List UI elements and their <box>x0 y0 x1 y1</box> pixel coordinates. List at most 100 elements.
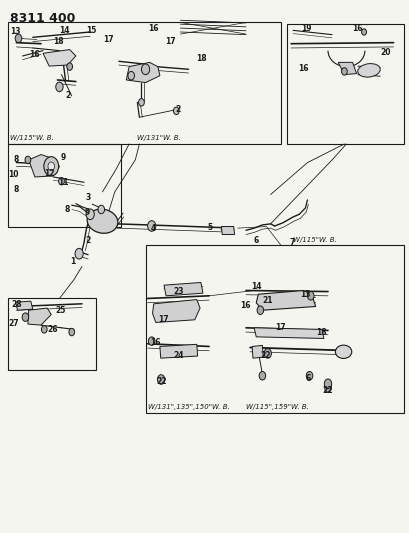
Text: W/115"W. B.: W/115"W. B. <box>292 237 336 243</box>
Bar <box>8 298 96 370</box>
Text: W/131",135",150"W. B.: W/131",135",150"W. B. <box>147 405 229 410</box>
Text: 17: 17 <box>103 35 114 44</box>
Circle shape <box>157 375 164 384</box>
Circle shape <box>25 156 31 164</box>
Bar <box>8 144 121 227</box>
Text: 16: 16 <box>239 301 250 310</box>
Text: 18: 18 <box>196 54 207 63</box>
Text: 8: 8 <box>13 156 19 164</box>
Text: 24: 24 <box>173 351 183 360</box>
Polygon shape <box>256 290 315 310</box>
Text: 28: 28 <box>11 301 22 309</box>
Polygon shape <box>43 50 76 66</box>
Circle shape <box>69 328 74 336</box>
Circle shape <box>148 337 155 345</box>
Text: 18: 18 <box>316 328 326 336</box>
Text: 17: 17 <box>164 37 175 46</box>
Polygon shape <box>252 345 263 358</box>
Circle shape <box>98 205 104 214</box>
Polygon shape <box>254 328 323 338</box>
Text: 9: 9 <box>61 153 66 161</box>
Circle shape <box>307 292 313 300</box>
Text: W/131"W. B.: W/131"W. B. <box>137 135 181 141</box>
Bar <box>8 22 280 144</box>
Circle shape <box>75 248 83 259</box>
Text: 2: 2 <box>175 105 180 114</box>
Polygon shape <box>221 227 234 235</box>
Text: 8: 8 <box>65 205 70 214</box>
Text: 14: 14 <box>59 26 70 35</box>
Text: 27: 27 <box>8 319 19 328</box>
Text: 9: 9 <box>85 208 90 217</box>
Polygon shape <box>164 282 202 296</box>
Text: 2: 2 <box>85 237 90 245</box>
Text: 16: 16 <box>148 24 159 33</box>
Text: 17: 17 <box>157 316 168 324</box>
Circle shape <box>48 162 54 171</box>
Circle shape <box>361 29 366 35</box>
Bar <box>145 245 403 413</box>
Text: 6: 6 <box>305 374 310 383</box>
Polygon shape <box>16 301 33 310</box>
Text: 8311 400: 8311 400 <box>10 12 75 25</box>
Circle shape <box>341 68 346 75</box>
Circle shape <box>86 209 94 220</box>
Circle shape <box>173 107 179 115</box>
Text: 12: 12 <box>44 169 54 177</box>
Circle shape <box>22 313 29 321</box>
Text: 17: 17 <box>274 324 285 332</box>
Circle shape <box>256 306 263 314</box>
Text: 8: 8 <box>13 185 19 193</box>
Text: 15: 15 <box>85 27 96 35</box>
Ellipse shape <box>335 345 351 358</box>
Circle shape <box>306 372 312 380</box>
Text: 16: 16 <box>297 64 308 72</box>
Circle shape <box>15 34 22 43</box>
Text: 13: 13 <box>10 28 21 36</box>
Text: 14: 14 <box>250 282 261 291</box>
Text: 22: 22 <box>322 386 333 395</box>
Text: 22: 22 <box>259 351 270 360</box>
Text: 5: 5 <box>207 223 212 232</box>
Circle shape <box>58 177 64 185</box>
Text: 10: 10 <box>8 170 19 179</box>
Polygon shape <box>160 344 197 358</box>
Text: 22: 22 <box>155 377 166 385</box>
Text: 3: 3 <box>85 193 90 201</box>
Circle shape <box>258 372 265 380</box>
Text: 16: 16 <box>351 24 362 33</box>
Circle shape <box>138 99 144 106</box>
Text: 19: 19 <box>300 24 311 33</box>
Circle shape <box>141 64 149 75</box>
Text: 26: 26 <box>47 325 58 334</box>
Circle shape <box>263 349 271 358</box>
Circle shape <box>128 71 134 80</box>
Circle shape <box>147 221 155 231</box>
Text: W/115",159"W. B.: W/115",159"W. B. <box>245 405 308 410</box>
Text: 11: 11 <box>58 178 69 187</box>
Text: 20: 20 <box>379 48 390 56</box>
Polygon shape <box>28 308 51 325</box>
Text: 21: 21 <box>262 296 272 304</box>
Circle shape <box>67 63 72 70</box>
Text: 16: 16 <box>29 51 40 59</box>
Circle shape <box>324 384 330 392</box>
Text: 7: 7 <box>288 238 294 247</box>
Text: 1: 1 <box>70 257 75 265</box>
Text: 6: 6 <box>253 237 258 245</box>
Ellipse shape <box>87 209 117 233</box>
Bar <box>286 24 403 144</box>
Text: 16: 16 <box>149 338 160 347</box>
Polygon shape <box>337 62 356 75</box>
Text: 2: 2 <box>65 92 70 100</box>
Ellipse shape <box>357 63 379 77</box>
Text: 4: 4 <box>151 224 156 232</box>
Text: 18: 18 <box>53 37 64 46</box>
Circle shape <box>41 326 47 333</box>
Polygon shape <box>126 62 160 83</box>
Text: 13: 13 <box>299 290 310 298</box>
Circle shape <box>324 379 331 389</box>
Circle shape <box>56 82 63 92</box>
Text: 25: 25 <box>55 306 66 314</box>
Text: 23: 23 <box>173 287 183 296</box>
